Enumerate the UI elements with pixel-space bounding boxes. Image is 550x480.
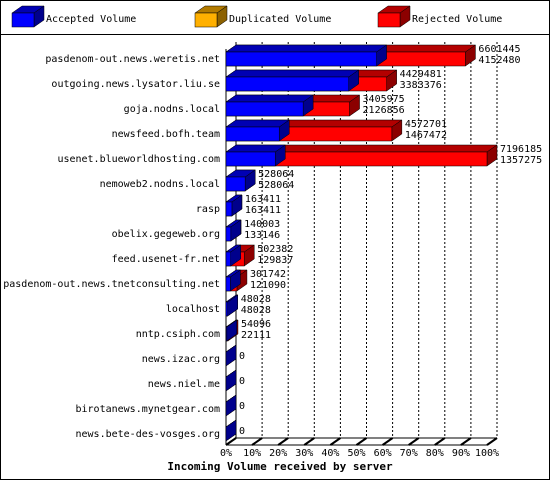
value-label: 528064 xyxy=(258,169,294,180)
bar-side xyxy=(225,369,237,392)
y-tick-label: pasdenom-out.news.weretis.net xyxy=(45,54,220,65)
y-tick-label: nntp.csiph.com xyxy=(136,329,220,340)
x-tick-label: 70% xyxy=(400,448,418,459)
bar xyxy=(225,101,304,117)
tick-mark xyxy=(277,437,289,446)
y-tick-label: goja.nodns.local xyxy=(124,104,220,115)
value-label: 129837 xyxy=(257,255,293,266)
value-label: 301742 xyxy=(250,269,286,280)
bar xyxy=(225,201,233,217)
legend-swatch xyxy=(377,12,401,28)
y-tick-label: outgoing.news.lysator.liu.se xyxy=(51,79,220,90)
value-label: 140003 xyxy=(244,219,280,230)
x-tick-label: 90% xyxy=(452,448,470,459)
bar xyxy=(225,51,377,67)
x-tick-label: 100% xyxy=(475,448,499,459)
y-tick-label: feed.usenet-fr.net xyxy=(112,254,220,265)
value-label: 0 xyxy=(239,426,245,437)
value-label: 2126856 xyxy=(363,105,405,116)
value-label: 6601445 xyxy=(478,44,520,55)
bar xyxy=(225,276,231,292)
bar xyxy=(225,126,280,142)
legend-swatch xyxy=(11,12,35,28)
value-label: 163411 xyxy=(245,194,281,205)
tick-mark xyxy=(486,437,498,446)
value-label: 502382 xyxy=(257,244,293,255)
bar xyxy=(225,151,276,167)
value-label: 4572701 xyxy=(405,119,447,130)
x-tick-label: 60% xyxy=(374,448,392,459)
legend-label: Rejected Volume xyxy=(412,14,502,25)
bar-top xyxy=(225,94,314,103)
bar xyxy=(225,326,228,342)
value-label: 3405975 xyxy=(363,94,405,105)
bar xyxy=(225,301,228,317)
value-label: 1467472 xyxy=(405,130,447,141)
x-tick-label: 0% xyxy=(220,448,232,459)
x-tick-label: 10% xyxy=(243,448,261,459)
x-tick-label: 50% xyxy=(347,448,365,459)
tick-mark xyxy=(382,437,394,446)
value-label: 48028 xyxy=(241,294,271,305)
y-tick-label: birotanews.mynetgear.com xyxy=(76,404,221,415)
y-tick-label: obelix.gegeweb.org xyxy=(112,229,220,240)
tick-mark xyxy=(303,437,315,446)
y-tick-label: news.niel.me xyxy=(148,379,220,390)
y-tick-label: usenet.blueworldhosting.com xyxy=(57,154,220,165)
value-label: 528064 xyxy=(258,180,294,191)
bar-top xyxy=(225,119,291,128)
legend-swatch xyxy=(194,12,218,28)
tick-mark xyxy=(251,437,263,446)
x-tick-label: 40% xyxy=(321,448,339,459)
bar-side xyxy=(225,344,237,367)
tick-mark xyxy=(355,437,368,446)
tick-mark xyxy=(434,437,446,446)
value-label: 0 xyxy=(239,376,245,387)
tick-mark xyxy=(408,437,420,446)
value-label: 121090 xyxy=(250,280,286,291)
tick-mark xyxy=(225,437,237,446)
value-label: 163411 xyxy=(245,205,281,216)
value-label: 1357275 xyxy=(500,155,542,166)
y-tick-label: news.izac.org xyxy=(142,354,220,365)
value-label: 133146 xyxy=(244,230,280,241)
bar xyxy=(225,176,246,192)
legend-label: Accepted Volume xyxy=(46,14,136,25)
chart-title: Incoming Volume received by server xyxy=(167,460,393,473)
bar xyxy=(225,251,231,267)
x-tick-label: 30% xyxy=(295,448,313,459)
value-label: 0 xyxy=(239,401,245,412)
value-label: 7196185 xyxy=(500,144,542,155)
x-tick-label: 20% xyxy=(269,448,287,459)
value-label: 0 xyxy=(239,351,245,362)
legend-label: Duplicated Volume xyxy=(229,14,331,25)
bar xyxy=(225,226,232,242)
value-label: 4152480 xyxy=(478,55,520,66)
bar-top xyxy=(225,44,388,53)
y-tick-label: newsfeed.bofh.team xyxy=(112,129,220,140)
bar-side xyxy=(225,394,237,417)
y-tick-label: nemoweb2.nodns.local xyxy=(100,179,220,190)
y-tick-label: localhost xyxy=(166,304,220,315)
value-label: 54096 xyxy=(241,319,271,330)
value-label: 4429481 xyxy=(400,69,442,80)
bar-top xyxy=(225,69,360,78)
y-tick-label: news.bete-des-vosges.org xyxy=(76,429,221,440)
y-tick-label: pasdenom-out.news.tnetconsulting.net xyxy=(3,279,220,290)
bar xyxy=(225,76,349,92)
value-label: 22111 xyxy=(241,330,271,341)
x-tick-label: 80% xyxy=(426,448,444,459)
value-label: 48028 xyxy=(241,305,271,316)
y-tick-label: rasp xyxy=(196,204,220,215)
value-label: 3383376 xyxy=(400,80,442,91)
tick-mark xyxy=(329,437,341,446)
bar-side xyxy=(225,419,237,442)
tick-mark xyxy=(460,437,472,446)
